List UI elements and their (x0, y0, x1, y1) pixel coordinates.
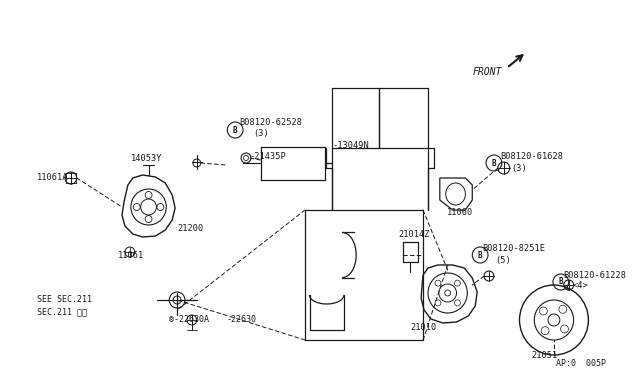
Text: SEC.211 参照: SEC.211 参照 (37, 308, 88, 317)
Text: 11060: 11060 (447, 208, 473, 217)
Text: 21051: 21051 (531, 350, 557, 359)
Text: B: B (559, 278, 563, 286)
Text: (5): (5) (495, 256, 511, 264)
Text: 11061A: 11061A (37, 173, 69, 182)
Text: AP:0  005P: AP:0 005P (556, 359, 606, 368)
Text: SEE SEC.211: SEE SEC.211 (37, 295, 92, 305)
Text: B08120-62528: B08120-62528 (239, 118, 302, 126)
Text: B: B (478, 250, 483, 260)
Text: -13049N: -13049N (333, 141, 369, 150)
Text: B08120-8251E: B08120-8251E (482, 244, 545, 253)
Text: B: B (492, 158, 496, 167)
Text: B08120-61628: B08120-61628 (500, 151, 563, 160)
Text: (3): (3) (511, 164, 527, 173)
Text: B08120-61228: B08120-61228 (563, 270, 626, 279)
Text: -22630: -22630 (227, 315, 256, 324)
Text: 21200: 21200 (177, 224, 204, 232)
Text: B: B (233, 125, 237, 135)
Text: 14053Y: 14053Y (131, 154, 163, 163)
Text: 21010: 21010 (410, 324, 436, 333)
Text: 21014Z: 21014Z (399, 230, 430, 238)
Text: (3): (3) (253, 128, 269, 138)
Text: <4>: <4> (573, 282, 588, 291)
Text: ®-22630A: ®-22630A (169, 315, 209, 324)
Text: FRONT: FRONT (472, 67, 502, 77)
Text: -21435P: -21435P (250, 151, 287, 160)
Text: 11061: 11061 (118, 250, 144, 260)
